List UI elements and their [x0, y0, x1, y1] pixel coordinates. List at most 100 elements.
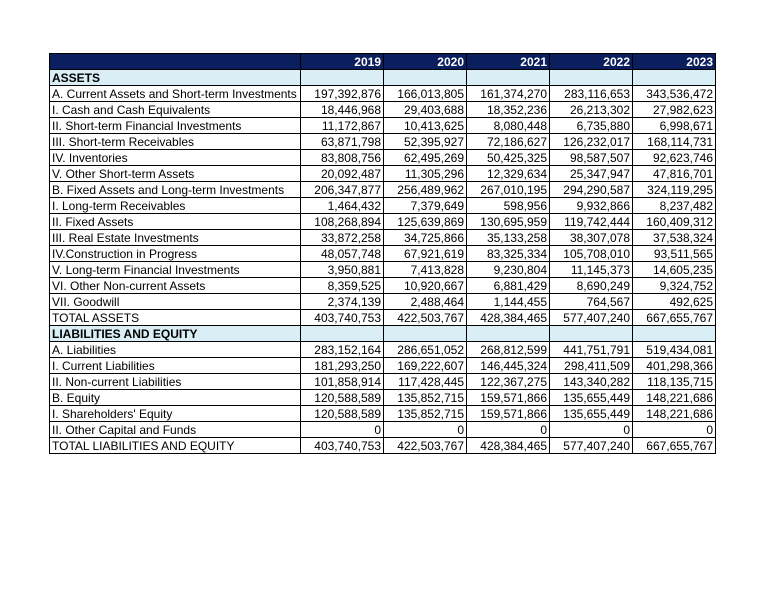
data-row: A. Liabilities 283,152,164 286,651,052 268,…	[49, 341, 716, 358]
value-cell: 401,298,366	[632, 357, 716, 374]
value-cell: 2,488,464	[383, 293, 467, 310]
row-label: I. Cash and Cash Equivalents	[49, 101, 301, 118]
value-cell: 6,998,671	[632, 117, 716, 134]
data-row: II. Non-current Liabilities 101,858,914 11…	[49, 373, 716, 390]
row-label: III. Short-term Receivables	[49, 133, 301, 150]
empty-cell	[632, 69, 716, 86]
value-cell: 26,213,302	[549, 101, 633, 118]
value-cell: 135,655,449	[549, 389, 633, 406]
value-cell: 83,325,334	[466, 245, 550, 262]
row-label: VII. Goodwill	[49, 293, 301, 310]
value-cell: 268,812,599	[466, 341, 550, 358]
row-label: II. Other Capital and Funds	[49, 421, 301, 438]
value-cell: 9,230,804	[466, 261, 550, 278]
value-cell: 168,114,731	[632, 133, 716, 150]
value-cell: 0	[466, 421, 550, 438]
value-cell: 33,872,258	[300, 229, 384, 246]
value-cell: 286,651,052	[383, 341, 467, 358]
value-cell: 148,221,686	[632, 389, 716, 406]
empty-cell	[383, 69, 467, 86]
value-cell: 12,329,634	[466, 165, 550, 182]
empty-cell	[300, 69, 384, 86]
row-label: I. Shareholders' Equity	[49, 405, 301, 422]
year-header: 2020	[383, 53, 467, 70]
header-row: 2019 2020 2021 2022 2023	[49, 53, 716, 70]
value-cell: 8,080,448	[466, 117, 550, 134]
data-row: II. Short-term Financial Investments 11,1…	[49, 117, 716, 134]
value-cell: 197,392,876	[300, 85, 384, 102]
data-row: IV.Construction in Progress 48,057,748 67,…	[49, 245, 716, 262]
data-row: VI. Other Non-current Assets 8,359,525 10,…	[49, 277, 716, 294]
value-cell: 403,740,753	[300, 437, 384, 454]
value-cell: 0	[383, 421, 467, 438]
value-cell: 283,152,164	[300, 341, 384, 358]
value-cell: 50,425,325	[466, 149, 550, 166]
row-label: I. Long-term Receivables	[49, 197, 301, 214]
value-cell: 283,116,653	[549, 85, 633, 102]
data-row: VII. Goodwill 2,374,139 2,488,464 1,144,455…	[49, 293, 716, 310]
data-row: II. Fixed Assets 108,268,894 125,639,869 13…	[49, 213, 716, 230]
row-label: I. Current Liabilities	[49, 357, 301, 374]
value-cell: 0	[632, 421, 716, 438]
year-header: 2022	[549, 53, 633, 70]
value-cell: 403,740,753	[300, 309, 384, 326]
data-row: B. Equity 120,588,589 135,852,715 159,571,8…	[49, 389, 716, 406]
value-cell: 764,567	[549, 293, 633, 310]
value-cell: 1,144,455	[466, 293, 550, 310]
value-cell: 298,411,509	[549, 357, 633, 374]
value-cell: 428,384,465	[466, 309, 550, 326]
row-label: VI. Other Non-current Assets	[49, 277, 301, 294]
value-cell: 18,352,236	[466, 101, 550, 118]
value-cell: 83,808,756	[300, 149, 384, 166]
value-cell: 135,852,715	[383, 389, 467, 406]
value-cell: 667,655,767	[632, 309, 716, 326]
row-label: B. Fixed Assets and Long-term Investment…	[49, 181, 301, 198]
value-cell: 6,881,429	[466, 277, 550, 294]
value-cell: 52,395,927	[383, 133, 467, 150]
value-cell: 577,407,240	[549, 309, 633, 326]
value-cell: 135,852,715	[383, 405, 467, 422]
value-cell: 120,588,589	[300, 405, 384, 422]
value-cell: 98,587,507	[549, 149, 633, 166]
value-cell: 206,347,877	[300, 181, 384, 198]
value-cell: 161,374,270	[466, 85, 550, 102]
data-row: TOTAL LIABILITIES AND EQUITY 403,740,753 4…	[49, 437, 716, 454]
table-body: 2019 2020 2021 2022 2023 ASSETS A. Current Ass…	[49, 53, 716, 454]
row-label: IV. Inventories	[49, 149, 301, 166]
value-cell: 18,446,968	[300, 101, 384, 118]
value-cell: 135,655,449	[549, 405, 633, 422]
row-label: TOTAL LIABILITIES AND EQUITY	[49, 437, 301, 454]
row-label: B. Equity	[49, 389, 301, 406]
data-row: V. Other Short-term Assets 20,092,487 11,3…	[49, 165, 716, 182]
value-cell: 8,237,482	[632, 197, 716, 214]
value-cell: 256,489,962	[383, 181, 467, 198]
value-cell: 38,307,078	[549, 229, 633, 246]
data-row: II. Other Capital and Funds 0 0 0 0 0	[49, 421, 716, 438]
value-cell: 577,407,240	[549, 437, 633, 454]
value-cell: 8,690,249	[549, 277, 633, 294]
value-cell: 159,571,866	[466, 389, 550, 406]
value-cell: 166,013,805	[383, 85, 467, 102]
value-cell: 143,340,282	[549, 373, 633, 390]
value-cell: 3,950,881	[300, 261, 384, 278]
row-label: A. Current Assets and Short-term Investm…	[49, 85, 301, 102]
value-cell: 2,374,139	[300, 293, 384, 310]
empty-cell	[466, 69, 550, 86]
value-cell: 1,464,432	[300, 197, 384, 214]
section-row: LIABILITIES AND EQUITY	[49, 325, 716, 342]
data-row: B. Fixed Assets and Long-term Investment…	[49, 181, 716, 198]
data-row: I. Cash and Cash Equivalents 18,446,968 29…	[49, 101, 716, 118]
header-corner	[49, 53, 301, 70]
value-cell: 119,742,444	[549, 213, 633, 230]
value-cell: 101,858,914	[300, 373, 384, 390]
row-label: II. Fixed Assets	[49, 213, 301, 230]
year-header: 2019	[300, 53, 384, 70]
row-label: II. Non-current Liabilities	[49, 373, 301, 390]
value-cell: 10,413,625	[383, 117, 467, 134]
value-cell: 422,503,767	[383, 309, 467, 326]
value-cell: 422,503,767	[383, 437, 467, 454]
value-cell: 294,290,587	[549, 181, 633, 198]
value-cell: 67,921,619	[383, 245, 467, 262]
section-title: LIABILITIES AND EQUITY	[49, 325, 301, 342]
